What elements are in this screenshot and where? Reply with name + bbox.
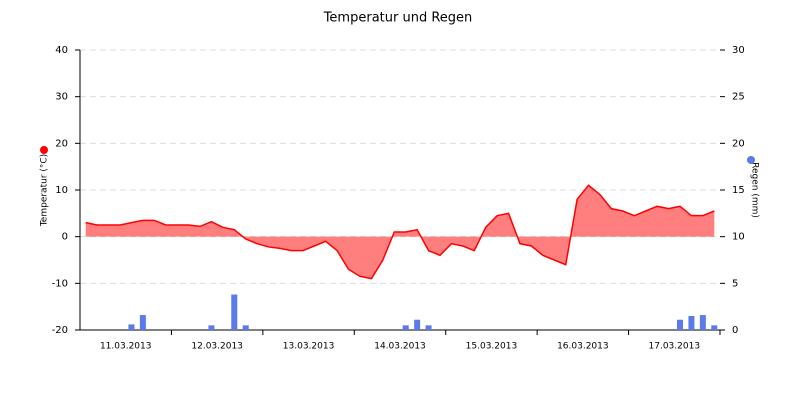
y-axis-label: Temperatur (°C) (40, 154, 50, 227)
bar (688, 316, 695, 330)
y2-tick-label: 5 (732, 278, 738, 289)
x-tick-label: 12.03.2013 (191, 342, 243, 352)
x-tick-label: 15.03.2013 (466, 342, 518, 352)
x-tick-label: 16.03.2013 (557, 342, 609, 352)
x-tick-label: 13.03.2013 (283, 342, 335, 352)
x-tick-label: 14.03.2013 (374, 342, 426, 352)
bar (402, 325, 409, 330)
y-tick-label: -20 (52, 325, 68, 336)
bar (139, 315, 146, 330)
y-tick-label: 30 (55, 92, 68, 103)
chart-title: Temperatur und Regen (323, 11, 473, 26)
bar (208, 325, 215, 330)
y2-tick-label: 30 (732, 45, 745, 56)
bar (425, 325, 432, 330)
y2-axis-label: Regen (mm) (750, 162, 760, 218)
y2-tick-label: 15 (732, 185, 745, 196)
bar (677, 319, 683, 330)
legend-marker (747, 156, 755, 164)
bar (711, 325, 718, 330)
bar (242, 325, 249, 330)
bar (231, 294, 238, 330)
bar (128, 324, 135, 330)
y-tick-label: 0 (62, 232, 68, 243)
y-tick-label: 40 (55, 45, 68, 56)
line (85, 184, 715, 280)
y2-tick-label: 0 (732, 325, 738, 336)
legend-marker (40, 146, 48, 154)
y2-tick-label: 25 (732, 92, 745, 103)
y-tick-label: 10 (55, 185, 68, 196)
y-tick-label: 20 (55, 138, 68, 149)
x-tick-label: 17.03.2013 (649, 342, 701, 352)
bar (699, 315, 706, 330)
y2-tick-label: 10 (732, 232, 745, 243)
y2-tick-label: 20 (732, 138, 745, 149)
y-tick-label: -10 (52, 278, 68, 289)
bar (414, 319, 421, 330)
x-tick-label: 11.03.2013 (100, 342, 152, 352)
